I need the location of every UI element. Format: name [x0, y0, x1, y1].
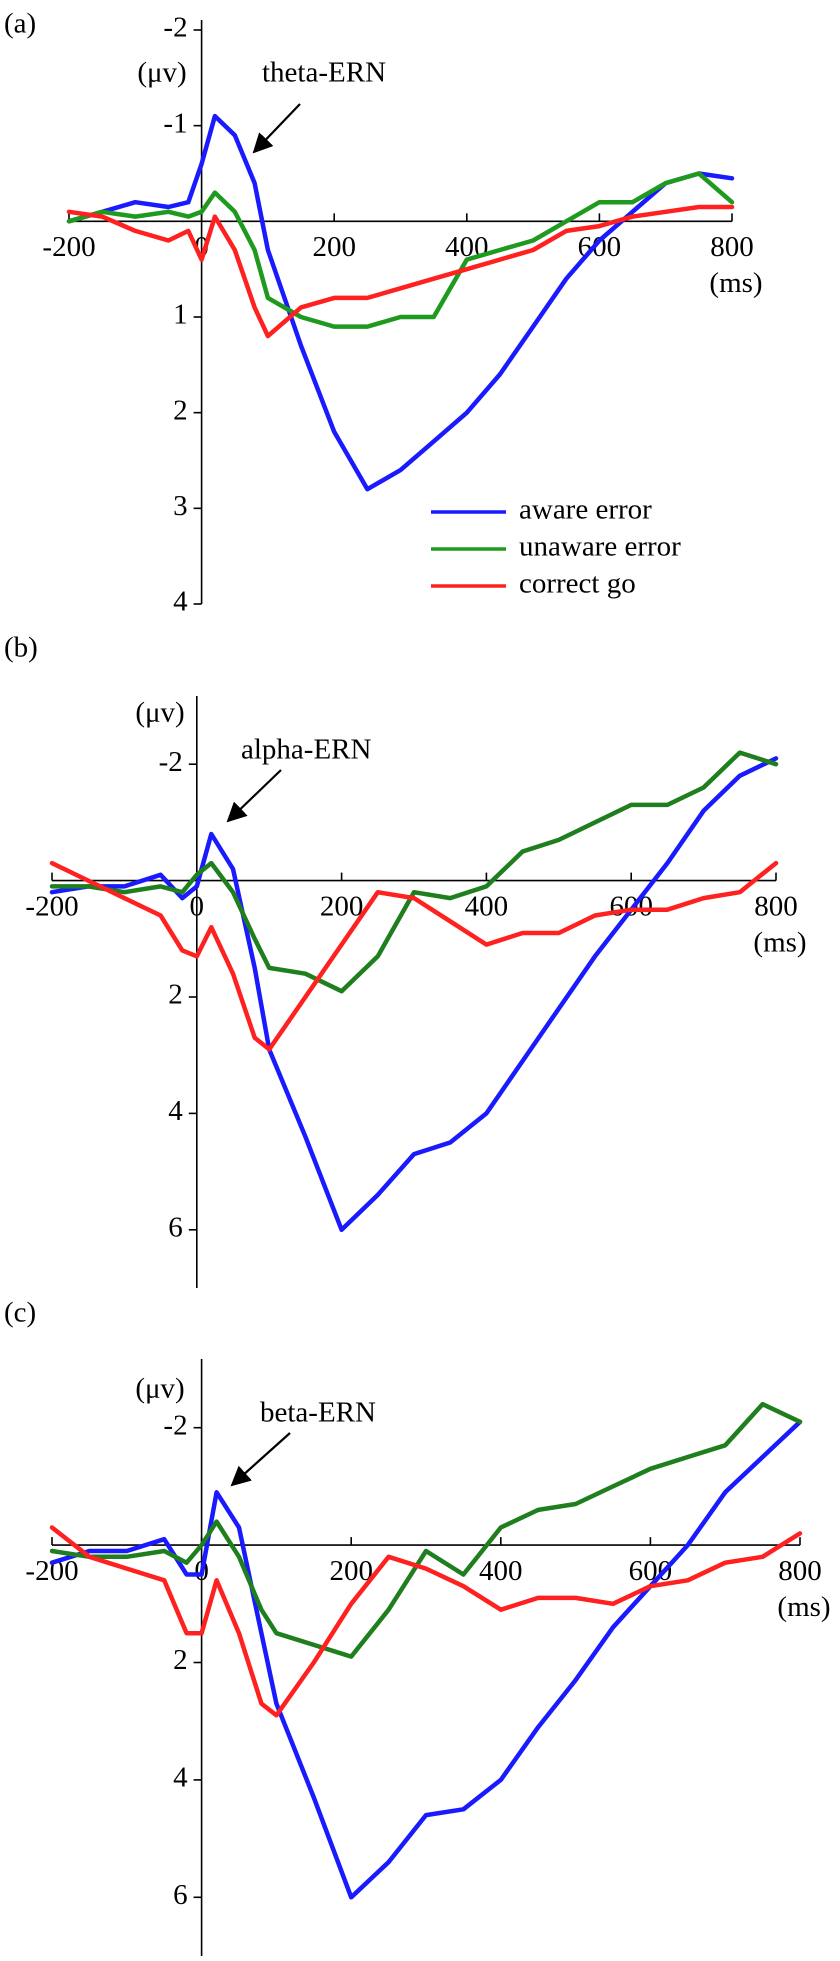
y-tick-label: -1	[163, 107, 187, 139]
y-tick-label: 4	[173, 586, 188, 618]
panel-label: (a)	[4, 8, 36, 40]
x-tick-label: 400	[479, 1555, 523, 1587]
annotation: alpha-ERN	[241, 734, 372, 766]
x-tick-label: 800	[710, 231, 754, 263]
y-tick-label: 2	[173, 1644, 188, 1676]
series-line	[66, 204, 735, 339]
y-tick-label: 2	[173, 394, 188, 426]
y-tick-label: 2	[168, 979, 183, 1011]
annotation: theta-ERN	[262, 57, 386, 89]
series-line	[66, 171, 735, 329]
x-tick-label: 200	[329, 1555, 373, 1587]
y-tick-label: -2	[163, 12, 187, 44]
y-axis-label: (μv)	[137, 57, 186, 89]
series-line	[49, 1419, 803, 1900]
x-tick-label: 400	[465, 890, 509, 922]
y-tick-label: 3	[173, 490, 188, 522]
annotation-arrow	[252, 103, 301, 154]
panel-label: (c)	[4, 1297, 36, 1329]
x-tick-label: 200	[320, 890, 364, 922]
x-tick-label: -200	[25, 890, 78, 922]
y-tick-label: 6	[173, 1879, 188, 1911]
y-tick-label: 6	[168, 1211, 183, 1243]
y-axis-label: (μv)	[135, 1373, 184, 1405]
x-tick-label: 200	[312, 231, 356, 263]
series-line	[49, 860, 779, 1052]
annotation: beta-ERN	[260, 1397, 376, 1429]
y-tick-label: -2	[163, 1409, 187, 1441]
y-tick-label: 4	[168, 1095, 183, 1127]
x-tick-label: -200	[25, 1555, 78, 1587]
legend-label: aware error	[519, 494, 652, 526]
legend-label: unaware error	[519, 531, 681, 563]
y-axis-label: (μv)	[135, 697, 184, 729]
series-line	[66, 113, 735, 492]
x-axis-label: (ms)	[777, 1591, 830, 1623]
legend-label: correct go	[519, 568, 636, 600]
x-tick-label: 800	[778, 1555, 822, 1587]
series-line	[49, 750, 779, 994]
annotation-arrow	[230, 1432, 291, 1487]
panel-label: (b)	[4, 632, 38, 664]
series-line	[49, 1401, 803, 1659]
y-tick-label: 1	[173, 299, 188, 331]
series-line	[49, 1525, 803, 1718]
y-tick-label: -2	[159, 746, 183, 778]
x-tick-label: -200	[42, 231, 95, 263]
x-axis-label: (ms)	[709, 267, 762, 299]
y-tick-label: 4	[173, 1762, 188, 1794]
series-line	[49, 756, 779, 1233]
x-tick-label: 0	[190, 890, 205, 922]
annotation-arrow	[226, 769, 282, 823]
x-axis-label: (ms)	[753, 926, 806, 958]
x-tick-label: 800	[754, 890, 798, 922]
